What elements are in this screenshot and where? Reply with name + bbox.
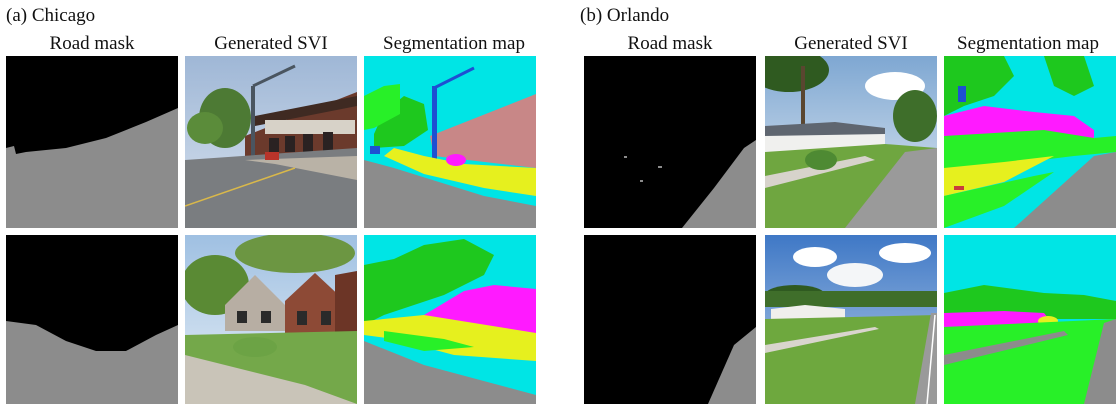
road-mask-image	[6, 235, 178, 404]
column-header-segmentation-map: Segmentation map	[383, 33, 525, 54]
generated-svi-image	[765, 56, 937, 228]
column-header-segmentation-map: Segmentation map	[957, 33, 1099, 54]
panel-orlando: (b) Orlando Road mask Generated SVI Segm…	[580, 0, 1117, 406]
generated-svi-image	[185, 235, 357, 404]
segmentation-map-image	[364, 235, 536, 404]
column-header-road-mask: Road mask	[627, 33, 713, 54]
road-mask-image	[6, 56, 178, 228]
column-header-generated-svi: Generated SVI	[214, 33, 328, 54]
panel-label: (b) Orlando	[580, 5, 670, 26]
generated-svi-image	[765, 235, 937, 404]
road-mask-image	[584, 235, 756, 404]
segmentation-map-image	[364, 56, 536, 228]
panel-label: (a) Chicago	[6, 5, 96, 26]
segmentation-map-image	[944, 235, 1116, 404]
segmentation-map-image	[944, 56, 1116, 228]
generated-svi-image	[185, 56, 357, 228]
panel-chicago: (a) Chicago Road mask Generated SVI Segm…	[0, 0, 545, 406]
column-header-generated-svi: Generated SVI	[794, 33, 908, 54]
column-header-road-mask: Road mask	[49, 33, 135, 54]
road-mask-image	[584, 56, 756, 228]
